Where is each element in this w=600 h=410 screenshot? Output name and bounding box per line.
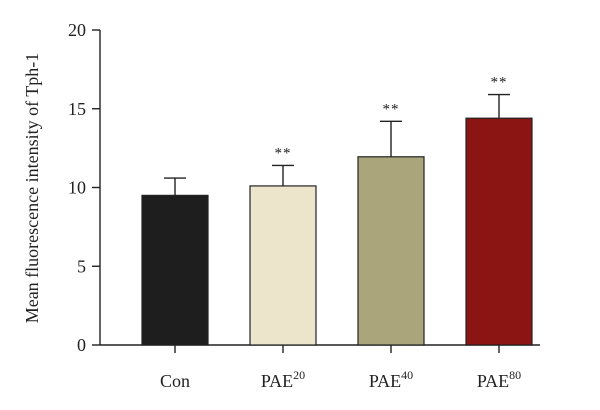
bar xyxy=(357,156,425,346)
y-tick-label: 20 xyxy=(68,20,86,40)
bar xyxy=(141,194,209,346)
y-axis-title: Mean fluorescence intensity of Tph-1 xyxy=(22,53,42,324)
y-tick-label: 5 xyxy=(77,256,86,276)
significance-marker: ** xyxy=(491,75,508,91)
x-tick-label: PAE40 xyxy=(369,368,413,391)
y-tick-label: 0 xyxy=(77,335,86,355)
bar xyxy=(465,117,533,346)
bars xyxy=(141,117,533,346)
x-axis: Con PAE20 PAE40 PAE80 xyxy=(100,344,540,391)
bar xyxy=(249,185,317,346)
error-bars xyxy=(164,93,510,196)
significance-marker: ** xyxy=(383,101,400,117)
y-tick-label: 10 xyxy=(68,178,86,198)
x-tick-label: PAE80 xyxy=(477,368,521,391)
x-tick-label: Con xyxy=(160,371,190,391)
x-tick-label: PAE20 xyxy=(261,368,305,391)
significance-labels: ** ** ** xyxy=(275,75,508,162)
significance-marker: ** xyxy=(275,145,292,161)
y-tick-label: 15 xyxy=(68,99,86,119)
y-axis: 0 5 10 15 20 xyxy=(68,20,101,355)
